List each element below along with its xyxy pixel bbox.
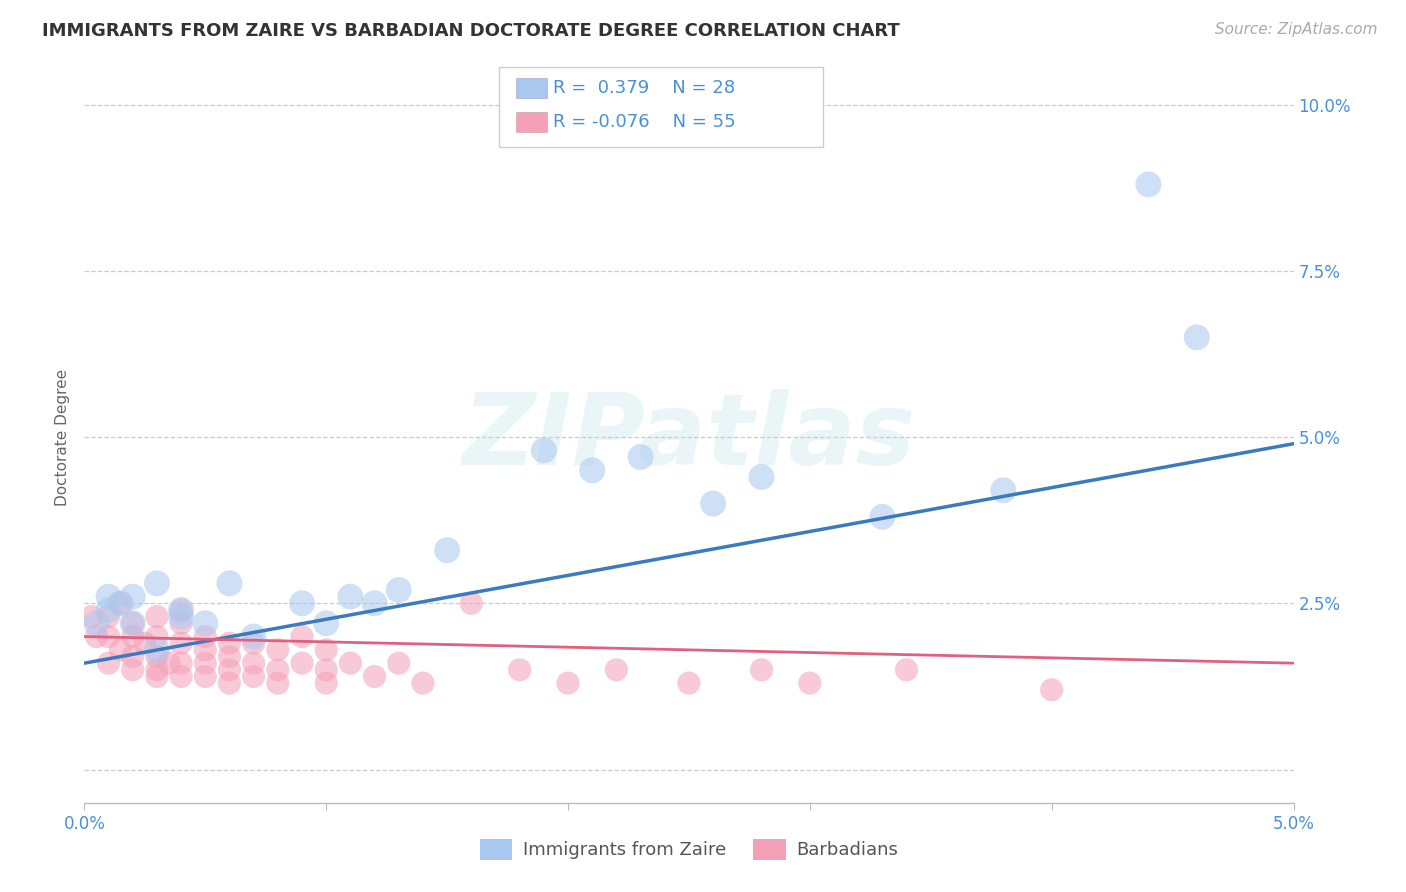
Point xyxy=(170,656,193,670)
Point xyxy=(291,596,314,610)
Y-axis label: Doctorate Degree: Doctorate Degree xyxy=(55,368,70,506)
Point xyxy=(121,630,143,644)
Point xyxy=(194,616,217,631)
Text: Source: ZipAtlas.com: Source: ZipAtlas.com xyxy=(1215,22,1378,37)
Point xyxy=(194,630,217,644)
Point xyxy=(97,630,120,644)
Point xyxy=(460,596,482,610)
Point xyxy=(872,509,894,524)
Point xyxy=(170,603,193,617)
Point xyxy=(315,663,337,677)
Point xyxy=(218,576,240,591)
Text: IMMIGRANTS FROM ZAIRE VS BARBADIAN DOCTORATE DEGREE CORRELATION CHART: IMMIGRANTS FROM ZAIRE VS BARBADIAN DOCTO… xyxy=(42,22,900,40)
Point xyxy=(1137,178,1160,192)
Point xyxy=(121,663,143,677)
Point xyxy=(146,576,169,591)
Point xyxy=(291,630,314,644)
Point xyxy=(242,669,264,683)
Point xyxy=(751,663,773,677)
Point xyxy=(896,663,918,677)
Text: ZIPatlas: ZIPatlas xyxy=(463,389,915,485)
Point xyxy=(388,656,411,670)
Point xyxy=(97,656,120,670)
Text: R =  0.379    N = 28: R = 0.379 N = 28 xyxy=(553,79,735,97)
Point xyxy=(581,463,603,477)
Point xyxy=(751,470,773,484)
Point xyxy=(509,663,531,677)
Point xyxy=(678,676,700,690)
Point xyxy=(605,663,627,677)
Point xyxy=(194,656,217,670)
Point xyxy=(1185,330,1208,344)
Point xyxy=(388,582,411,597)
Point xyxy=(702,497,724,511)
Point xyxy=(86,616,108,631)
Point xyxy=(267,676,290,690)
Point xyxy=(170,636,193,650)
Point xyxy=(170,669,193,683)
Point xyxy=(218,649,240,664)
Point xyxy=(363,596,385,610)
Point xyxy=(242,636,264,650)
Point xyxy=(170,616,193,631)
Point xyxy=(799,676,821,690)
Point xyxy=(110,643,132,657)
Point xyxy=(194,643,217,657)
Point xyxy=(97,590,120,604)
Point xyxy=(146,649,169,664)
Point xyxy=(121,616,143,631)
Point xyxy=(170,609,193,624)
Point xyxy=(146,643,169,657)
Point xyxy=(146,630,169,644)
Point xyxy=(121,590,143,604)
Point xyxy=(110,596,132,610)
Point xyxy=(121,649,143,664)
Point xyxy=(86,630,108,644)
Point xyxy=(363,669,385,683)
Point xyxy=(121,616,143,631)
Point xyxy=(80,609,103,624)
Text: R = -0.076    N = 55: R = -0.076 N = 55 xyxy=(553,113,735,131)
Point xyxy=(267,643,290,657)
Point xyxy=(557,676,579,690)
Point xyxy=(242,630,264,644)
Point xyxy=(194,669,217,683)
Point xyxy=(242,656,264,670)
Point xyxy=(630,450,652,464)
Point xyxy=(146,669,169,683)
Point xyxy=(315,616,337,631)
Point xyxy=(218,676,240,690)
Point xyxy=(993,483,1015,498)
Point xyxy=(339,590,361,604)
Point xyxy=(170,603,193,617)
Point xyxy=(218,663,240,677)
Point xyxy=(146,663,169,677)
Point xyxy=(1040,682,1063,697)
Point xyxy=(291,656,314,670)
Point xyxy=(97,609,120,624)
Point xyxy=(339,656,361,670)
Point xyxy=(97,603,120,617)
Legend: Immigrants from Zaire, Barbadians: Immigrants from Zaire, Barbadians xyxy=(472,831,905,867)
Point xyxy=(110,596,132,610)
Point xyxy=(218,636,240,650)
Point xyxy=(412,676,434,690)
Point xyxy=(146,609,169,624)
Point xyxy=(315,643,337,657)
Point xyxy=(436,543,458,558)
Point xyxy=(157,656,180,670)
Point xyxy=(134,636,156,650)
Point xyxy=(267,663,290,677)
Point xyxy=(533,443,555,458)
Point xyxy=(315,676,337,690)
